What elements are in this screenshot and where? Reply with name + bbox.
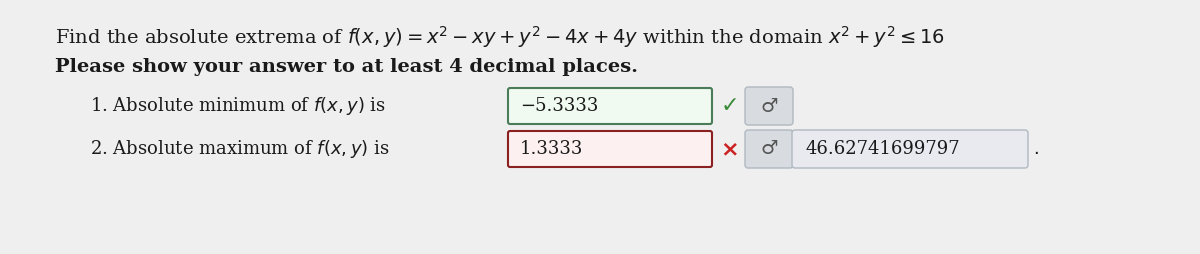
Text: 1. Absolute minimum of $f(x, y)$ is: 1. Absolute minimum of $f(x, y)$ is [90,95,386,117]
FancyBboxPatch shape [508,131,712,167]
Text: Find the absolute extrema of $f(x, y) = x^2 - xy + y^2 - 4x + 4y$ within the dom: Find the absolute extrema of $f(x, y) = … [55,24,944,50]
Text: .: . [1033,140,1039,158]
Text: 1.3333: 1.3333 [520,140,583,158]
Text: 2. Absolute maximum of $f(x, y)$ is: 2. Absolute maximum of $f(x, y)$ is [90,138,390,160]
Text: ×: × [721,139,739,159]
FancyBboxPatch shape [745,87,793,125]
Text: ♂: ♂ [761,139,778,158]
Text: −5.3333: −5.3333 [520,97,599,115]
FancyBboxPatch shape [792,130,1028,168]
FancyBboxPatch shape [745,130,793,168]
Text: ♂: ♂ [761,97,778,116]
Text: ✓: ✓ [721,96,739,116]
Text: Please show your answer to at least 4 decimal places.: Please show your answer to at least 4 de… [55,58,638,76]
Text: 46.62741699797: 46.62741699797 [805,140,960,158]
FancyBboxPatch shape [508,88,712,124]
